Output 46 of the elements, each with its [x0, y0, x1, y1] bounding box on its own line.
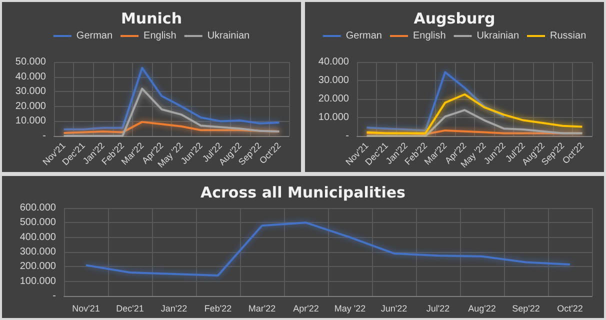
legend-label: Russian [550, 30, 586, 42]
legend-label: German [346, 30, 382, 42]
y-tick-label: 40.000 [15, 71, 46, 82]
x-tick-label: Feb'22 [204, 304, 232, 314]
line-series [366, 71, 505, 132]
chart-title: Across all Municipalities [200, 184, 406, 202]
y-tick-label: 10.000 [15, 116, 46, 127]
chart-title: Munich [121, 10, 182, 28]
y-tick-label: 300.000 [20, 246, 56, 258]
y-tick-label: 50.000 [15, 56, 46, 68]
y-tick-label: 10.000 [318, 112, 350, 123]
y-tick-label: 30.000 [318, 75, 350, 86]
y-tick-label: 30.000 [15, 86, 46, 98]
x-tick-label: Mar'22 [248, 304, 276, 314]
x-tick-label: Jun'22 [380, 304, 408, 314]
legend-label: English [144, 30, 176, 42]
legend-label: Ukrainian [476, 30, 520, 42]
line-series [366, 109, 584, 137]
y-tick-label: 200.000 [20, 261, 56, 272]
y-tick-label: 100.000 [20, 276, 56, 287]
y-tick-label: 600.000 [20, 202, 56, 214]
y-tick-label: - [42, 130, 46, 142]
legend-label: German [76, 30, 113, 42]
x-tick-label: Oct'22 [557, 304, 583, 314]
y-tick-label: 20.000 [15, 100, 46, 112]
x-tick-label: May '22 [334, 304, 366, 314]
x-tick-label: Nov'21 [72, 304, 100, 314]
y-tick-label: 40.000 [318, 56, 350, 68]
y-tick-label: 20.000 [318, 94, 350, 104]
legend-label: Ukrainian [207, 30, 250, 42]
x-tick-label: Sep'22 [512, 304, 540, 314]
y-tick-label: - [346, 130, 349, 142]
legend-label: English [412, 30, 446, 42]
line-series [62, 66, 280, 130]
x-tick-label: Jul'22 [426, 304, 450, 314]
line-series [366, 93, 584, 134]
line-series [85, 222, 571, 276]
x-tick-label: Jan'22 [160, 304, 188, 314]
chart-title: Augsburg [414, 10, 496, 28]
y-tick-label: - [52, 290, 56, 302]
y-tick-label: 500.000 [20, 217, 56, 228]
x-tick-label: Aug'22 [468, 304, 496, 314]
line-series [62, 88, 280, 137]
y-tick-label: 400.000 [20, 232, 56, 243]
x-tick-label: Apr'22 [293, 304, 319, 314]
x-tick-label: Dec'21 [116, 304, 144, 314]
